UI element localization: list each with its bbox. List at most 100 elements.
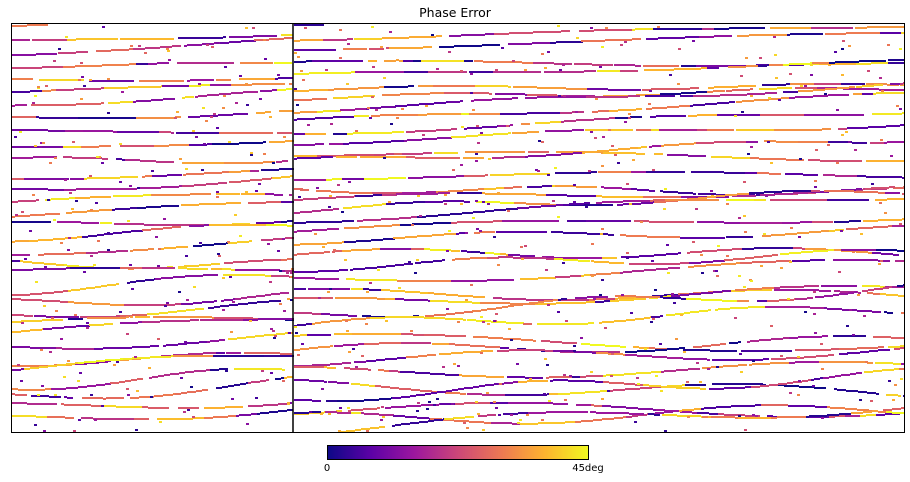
heatmap-cell: [91, 188, 94, 190]
heatmap-cell: [784, 114, 787, 116]
heatmap-cell: [890, 83, 893, 85]
heatmap-cell: [271, 35, 274, 37]
heatmap-cell: [187, 342, 190, 344]
heatmap-cell: [407, 71, 410, 73]
heatmap-cell: [880, 84, 883, 86]
heatmap-cell: [12, 67, 15, 69]
heatmap-cell: [668, 129, 671, 131]
heatmap-cell: [260, 78, 263, 80]
heatmap-cell: [119, 381, 122, 383]
heatmap-cell: [902, 112, 905, 114]
heatmap-cell: [516, 151, 519, 153]
heatmap-cell: [12, 54, 15, 56]
heatmap-cell: [670, 37, 673, 39]
heatmap-cell: [614, 39, 617, 41]
heatmap-cell: [141, 38, 144, 40]
heatmap-cell: [787, 114, 790, 116]
heatmap-cell: [626, 70, 629, 72]
heatmap-cell: [101, 102, 104, 104]
heatmap-cell: [142, 48, 145, 50]
heatmap-cell: [125, 87, 128, 89]
heatmap-cell: [107, 80, 110, 82]
heatmap-cell: [460, 60, 463, 62]
heatmap-cell: [39, 403, 42, 405]
heatmap-cell: [263, 161, 266, 163]
heatmap-cell: [597, 118, 600, 120]
heatmap-cell: [693, 65, 696, 67]
heatmap-cell: [181, 37, 184, 39]
heatmap-cell: [770, 34, 773, 36]
heatmap-cell: [70, 265, 73, 267]
heatmap-cell: [452, 152, 455, 154]
heatmap-cell: [612, 117, 615, 119]
heatmap-cell: [18, 104, 21, 106]
heatmap-cell: [735, 157, 738, 159]
heatmap-cell: [861, 114, 864, 116]
heatmap-cell: [134, 159, 137, 161]
heatmap-cell: [786, 91, 789, 93]
heatmap-cell: [251, 162, 254, 164]
heatmap-cell: [300, 111, 303, 113]
heatmap-cell: [596, 40, 599, 42]
heatmap-cell: [199, 193, 202, 195]
heatmap-cell: [228, 338, 231, 340]
heatmap-cell: [400, 37, 403, 39]
heatmap-cell: [230, 224, 233, 226]
heatmap-cell: [758, 65, 761, 67]
heatmap-cell: [244, 274, 247, 276]
heatmap-cell: [398, 114, 401, 116]
heatmap-cell: [321, 143, 324, 145]
heatmap-cell: [193, 407, 196, 409]
heatmap-cell: [189, 144, 192, 146]
heatmap-cell: [252, 336, 255, 338]
heatmap-cell: [169, 227, 172, 229]
heatmap-cell: [858, 88, 861, 90]
heatmap-cell: [333, 116, 336, 118]
heatmap-cell: [861, 27, 864, 29]
heatmap-cell: [684, 88, 687, 90]
heatmap-cell: [303, 111, 306, 113]
heatmap-cell: [459, 92, 462, 94]
heatmap-cell: [42, 146, 45, 148]
heatmap-cell: [148, 248, 151, 250]
heatmap-cell: [871, 85, 874, 87]
heatmap-cell: [621, 109, 624, 111]
heatmap-cell: [719, 129, 722, 131]
heatmap-cell: [533, 131, 536, 133]
heatmap-cell: [538, 42, 541, 44]
heatmap-cell: [421, 130, 424, 132]
heatmap-cell: [165, 356, 168, 358]
heatmap-cell: [507, 61, 510, 63]
heatmap-cell: [744, 27, 747, 29]
heatmap-cell: [41, 254, 44, 256]
heatmap-cell: [109, 38, 112, 40]
heatmap-cell: [670, 65, 673, 67]
heatmap-cell: [54, 198, 57, 200]
heatmap-cell: [94, 188, 97, 190]
heatmap-cell: [211, 307, 214, 309]
heatmap-cell: [57, 291, 60, 293]
heatmap-cell: [405, 47, 408, 49]
heatmap-cell: [86, 103, 89, 105]
heatmap-cell: [756, 114, 759, 116]
heatmap-cell: [746, 35, 749, 37]
heatmap-cell: [257, 78, 260, 80]
heatmap-cell: [667, 65, 670, 67]
heatmap-cell: [743, 35, 746, 37]
heatmap-cell: [207, 84, 210, 86]
heatmap-cell: [163, 117, 166, 119]
heatmap-cell: [205, 79, 208, 81]
heatmap-cell: [178, 224, 181, 226]
heatmap-cell: [216, 355, 219, 357]
heatmap-cell: [339, 72, 342, 74]
heatmap-cell: [266, 404, 269, 406]
heatmap-cell: [154, 194, 157, 196]
heatmap-cell: [642, 89, 645, 91]
heatmap-cell: [156, 161, 159, 163]
heatmap-cell: [434, 71, 437, 73]
heatmap-cell: [661, 37, 664, 39]
heatmap-cell: [120, 131, 123, 133]
heatmap-cell: [182, 355, 185, 357]
heatmap-cell: [213, 407, 216, 409]
heatmap-cell: [466, 135, 469, 137]
